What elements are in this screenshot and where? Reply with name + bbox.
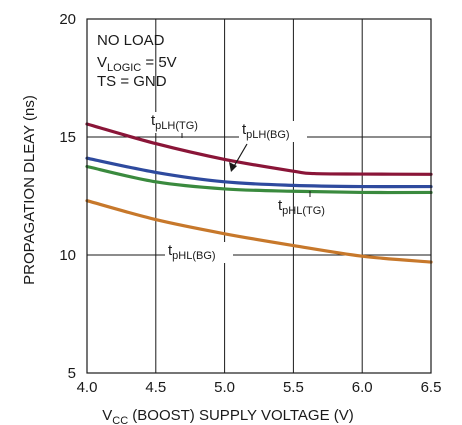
x-tick-label: 4.5 <box>145 379 166 396</box>
conditions-note: NO LOAD VLOGIC = 5V TS = GND <box>97 32 177 90</box>
series-lines <box>85 122 433 264</box>
plot-frame <box>86 18 432 374</box>
curve-label-tphltg: tpHL(TG) <box>278 197 325 217</box>
arrow-head-tplh-bg <box>229 162 237 172</box>
curve-label-tplhbg: tpLH(BG) <box>242 121 290 141</box>
curve-label-background <box>165 242 233 263</box>
x-tick-label: 5.0 <box>214 379 235 396</box>
condition-no-load: NO LOAD <box>97 32 165 49</box>
x-tick-label: 4.0 <box>77 379 98 396</box>
y-tick-label: 5 <box>68 365 76 382</box>
annotations: tpLH(TG) tpLH(BG) tpHL(TG) tpHL(BG) <box>148 112 325 263</box>
condition-vlogic: VLOGIC = 5V <box>97 54 177 74</box>
series-line-tplhbg <box>85 156 433 189</box>
series-line-tphlbg <box>85 199 433 264</box>
series-line-tplhtg <box>85 122 433 176</box>
x-tick-label: 6.5 <box>421 379 442 396</box>
x-tick-label: 5.5 <box>283 379 304 396</box>
y-tick-labels: 5 10 15 20 <box>59 11 76 382</box>
y-tick-label: 20 <box>59 11 76 28</box>
x-tick-label: 6.0 <box>352 379 373 396</box>
y-tick-label: 15 <box>59 129 76 146</box>
curve-label-tphlbg: tpHL(BG) <box>168 242 216 262</box>
series-line-tphltg <box>85 164 433 195</box>
x-axis-label: VCC (BOOST) SUPPLY VOLTAGE (V) <box>102 407 354 425</box>
curve-label-background <box>239 121 307 142</box>
arrow-line-tplh-bg <box>232 143 248 169</box>
y-axis-label: PROPAGATION DLEAY (ns) <box>21 95 38 285</box>
condition-ts: TS = GND <box>97 73 167 90</box>
y-tick-label: 10 <box>59 247 76 264</box>
curve-label-tplhtg: tpLH(TG) <box>151 112 198 132</box>
x-tick-labels: 4.0 4.5 5.0 5.5 6.0 6.5 <box>77 379 442 396</box>
curve-label-background <box>148 112 216 133</box>
